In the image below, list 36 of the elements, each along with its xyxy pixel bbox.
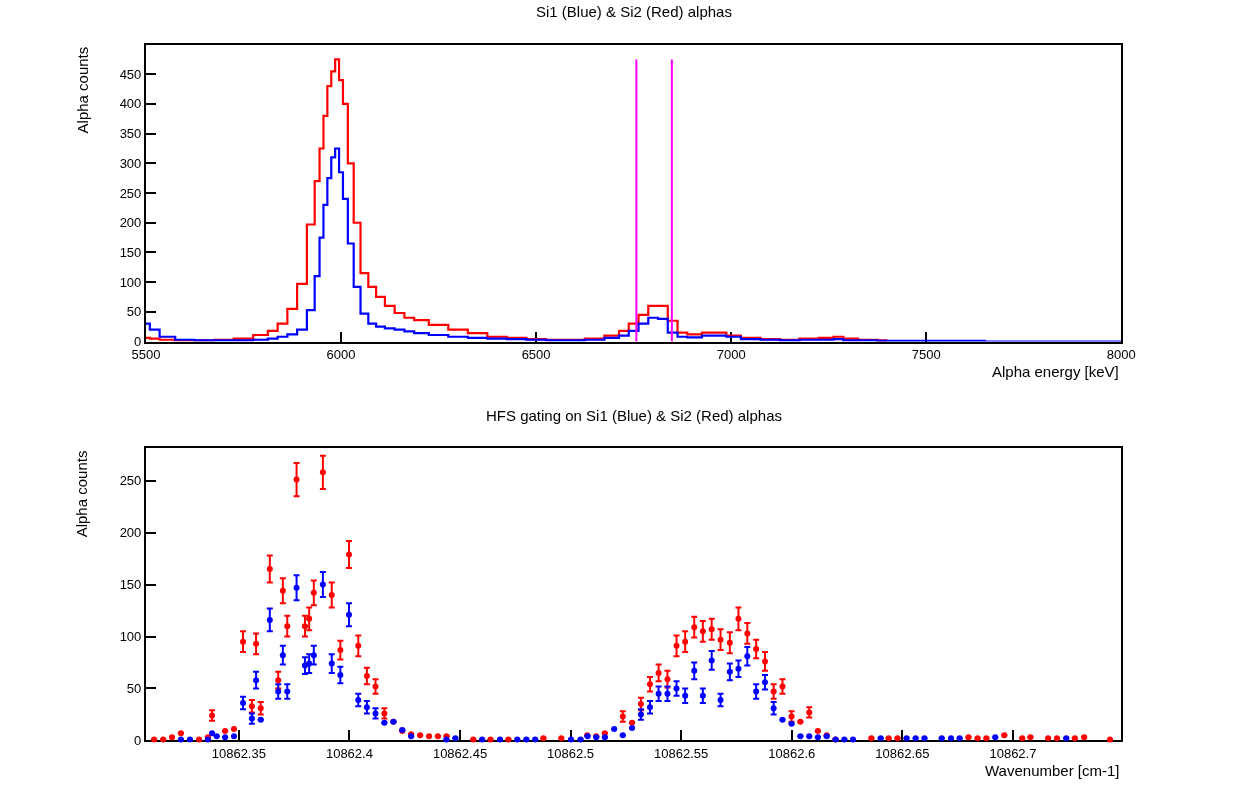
- y-tick-label: 100: [119, 274, 142, 290]
- x-tick-label: 10862.35: [211, 746, 266, 762]
- y-tick-label: 0: [134, 732, 142, 748]
- chart-title: Si1 (Blue) & Si2 (Red) alphas: [536, 3, 732, 20]
- y-tick-label: 400: [119, 96, 142, 112]
- x-tick-label: 10862.45: [432, 746, 488, 762]
- y-tick-label: 350: [119, 126, 142, 142]
- x-tick-label: 7500: [911, 347, 941, 363]
- x-tick-label: 10862.7: [989, 746, 1037, 762]
- y-tick-label: 200: [119, 215, 142, 231]
- x-tick-label: 10862.5: [547, 746, 595, 762]
- x-tick-label: 7000: [716, 347, 746, 363]
- x-axis-title: Alpha energy [keV]: [992, 363, 1119, 380]
- y-tick-label: 300: [119, 155, 142, 171]
- x-tick-label: 10862.4: [325, 746, 373, 762]
- y-tick-label: 50: [126, 304, 142, 320]
- chart-title: HFS gating on Si1 (Blue) & Si2 (Red) alphas: [486, 407, 782, 424]
- y-tick-label: 150: [119, 244, 142, 260]
- x-tick-label: 10862.55: [654, 746, 709, 762]
- y-tick-label: 150: [119, 577, 142, 593]
- y-tick-label: 0: [134, 334, 142, 350]
- x-tick-label: 5500: [131, 347, 161, 363]
- x-tick-label: 6000: [326, 347, 356, 363]
- y-tick-label: 250: [119, 185, 142, 201]
- y-axis-title: Alpha counts: [74, 46, 92, 134]
- x-tick-label: 6500: [521, 347, 551, 363]
- x-tick-label: 10862.65: [875, 746, 930, 762]
- x-axis-title: Wavenumber [cm-1]: [985, 762, 1120, 779]
- x-tick-label: 8000: [1106, 347, 1136, 363]
- y-tick-label: 450: [119, 66, 142, 82]
- y-tick-label: 100: [119, 629, 142, 645]
- y-tick-label: 200: [119, 525, 142, 541]
- y-tick-label: 50: [126, 681, 142, 697]
- x-tick-label: 10862.6: [768, 746, 816, 762]
- y-tick-label: 250: [119, 473, 142, 489]
- y-axis-title: Alpha counts: [73, 450, 91, 538]
